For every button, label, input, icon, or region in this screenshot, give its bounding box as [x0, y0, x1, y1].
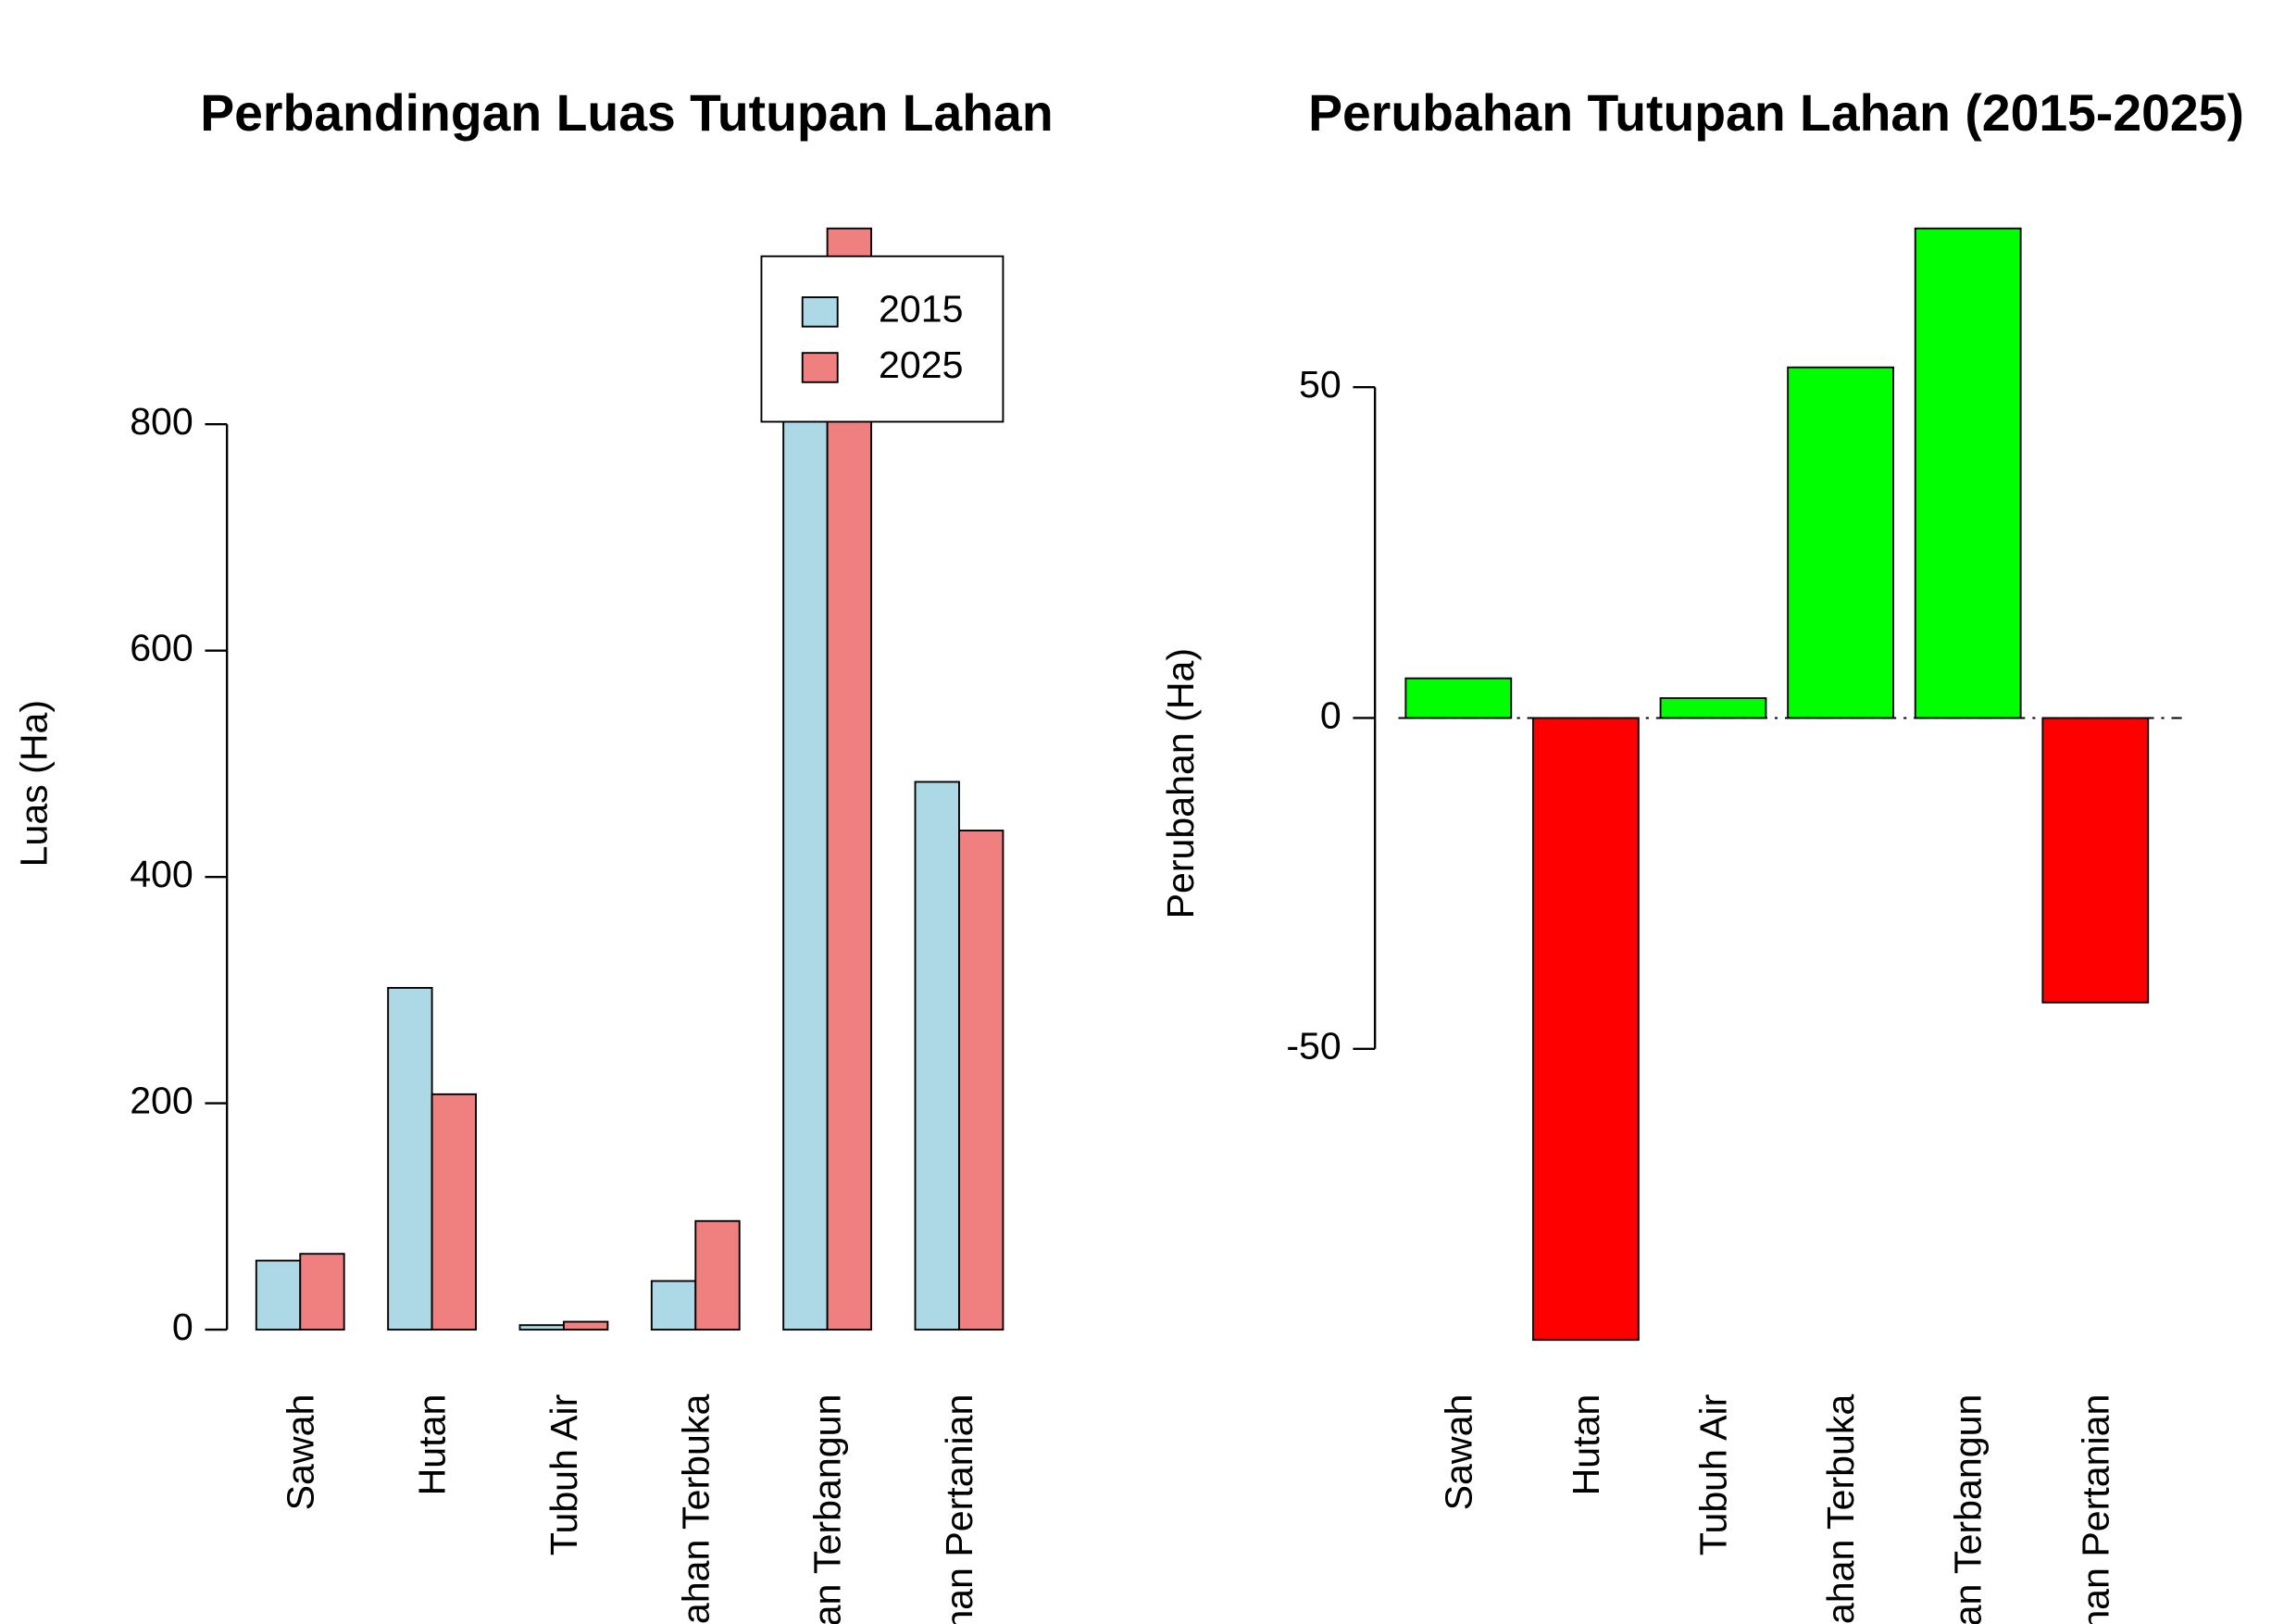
- y-tick-label: 0: [172, 1305, 193, 1348]
- bar: [518, 1324, 565, 1331]
- x-tick-label: Hutan: [1565, 1394, 1607, 1496]
- y-tick-label: 0: [1320, 693, 1341, 736]
- bar: [1404, 677, 1513, 719]
- bar: [1659, 697, 1767, 719]
- bar: [1914, 227, 2022, 719]
- x-tick-label: Lahan Terbangun: [1947, 1394, 1990, 1624]
- bar: [914, 781, 960, 1331]
- x-tick-label: Sawah: [1437, 1394, 1479, 1511]
- x-tick-label: Lahan Terbuka: [1819, 1394, 1862, 1624]
- y-tick-label: 400: [130, 853, 193, 895]
- x-tick-label: Lahan Terbangun: [806, 1394, 849, 1624]
- y-tick-label: -50: [1286, 1025, 1341, 1068]
- bar: [562, 1320, 609, 1331]
- y-tick-label: 800: [130, 400, 193, 443]
- bar: [430, 1093, 477, 1331]
- y-tick-label: 600: [130, 627, 193, 669]
- y-tick-label: 50: [1299, 363, 1341, 406]
- x-tick-label: Lahan Pertanian: [938, 1394, 980, 1624]
- legend-label: 2015: [879, 288, 963, 331]
- legend-swatch: [801, 296, 839, 328]
- bar: [1787, 366, 1894, 719]
- legend-swatch: [801, 352, 839, 383]
- x-tick-label: Tubuh Air: [543, 1394, 585, 1555]
- x-tick-label: Tubuh Air: [1692, 1394, 1735, 1555]
- bar: [387, 986, 433, 1331]
- bar: [1532, 717, 1640, 1342]
- x-tick-label: Hutan: [411, 1394, 454, 1496]
- x-tick-label: Lahan Terbuka: [674, 1394, 717, 1624]
- bar: [255, 1259, 302, 1331]
- legend-label: 2025: [879, 344, 963, 386]
- x-tick-label: Lahan Pertanian: [2074, 1394, 2116, 1624]
- bar: [782, 311, 829, 1331]
- bar: [650, 1280, 697, 1331]
- chart-title: Perubahan Tutupan Lahan (2015-2025): [1308, 84, 2244, 142]
- bar: [958, 830, 1004, 1331]
- y-axis-title: Luas (Ha): [12, 700, 55, 867]
- chart-title: Perbandingan Luas Tutupan Lahan: [200, 84, 1053, 142]
- y-tick-label: 200: [130, 1079, 193, 1121]
- y-axis-title: Perubahan (Ha): [1159, 648, 1202, 919]
- x-tick-label: Sawah: [279, 1394, 321, 1511]
- bar: [694, 1219, 741, 1331]
- bar: [2041, 717, 2150, 1004]
- bar: [299, 1253, 345, 1331]
- legend-box: [760, 255, 1004, 423]
